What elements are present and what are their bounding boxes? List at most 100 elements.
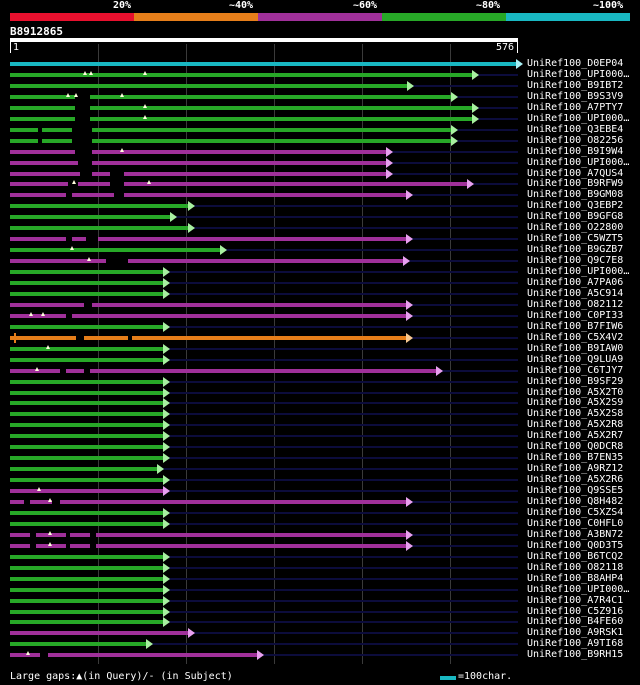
alignment-bar[interactable]: [10, 642, 146, 647]
alignment-bar[interactable]: [10, 127, 451, 132]
alignment-bar[interactable]: [10, 149, 386, 154]
alignment-bar[interactable]: [10, 335, 406, 340]
alignment-bar[interactable]: [10, 346, 163, 351]
alignment-bar[interactable]: [10, 631, 188, 636]
alignment-bar[interactable]: [10, 94, 451, 99]
alignment-bar[interactable]: [10, 226, 188, 231]
hit-row[interactable]: UniRef100_A5C914: [0, 288, 640, 300]
hit-row[interactable]: UniRef100_Q3EBP2: [0, 200, 640, 212]
hit-label[interactable]: UniRef100_A9RSK1: [527, 627, 624, 639]
hit-row[interactable]: UniRef100_A7QUS4: [0, 167, 640, 180]
hit-row[interactable]: UniRef100_B9GZB7: [0, 244, 640, 256]
hit-row[interactable]: UniRef100_A9TI68: [0, 638, 640, 650]
hit-row[interactable]: UniRef100_Q9SSE5: [0, 485, 640, 497]
hit-row[interactable]: UniRef100_B7FIW6: [0, 320, 640, 333]
hit-label[interactable]: UniRef100_A5X2S8: [527, 408, 624, 420]
alignment-bar[interactable]: [10, 653, 257, 658]
alignment-bar[interactable]: [10, 598, 163, 603]
alignment-bar[interactable]: [10, 543, 406, 548]
hit-label[interactable]: UniRef100_B8AHP4: [527, 572, 624, 584]
alignment-bar[interactable]: [10, 313, 406, 318]
alignment-bar[interactable]: [10, 554, 163, 559]
hit-label[interactable]: UniRef100_A7QUS4: [527, 167, 624, 179]
hit-label[interactable]: UniRef100_B9I9W4: [527, 145, 624, 157]
alignment-bar[interactable]: [10, 445, 163, 450]
hit-row[interactable]: UniRef100_A5X2T0: [0, 387, 640, 399]
alignment-bar[interactable]: [10, 368, 436, 373]
hit-label[interactable]: UniRef100_B4FE60: [527, 616, 624, 628]
hit-label[interactable]: UniRef100_UPI000…: [527, 68, 630, 80]
hit-row[interactable]: UniRef100_A9RZ12: [0, 463, 640, 475]
hit-row[interactable]: UniRef100_O82118: [0, 562, 640, 574]
hit-row[interactable]: UniRef100_A5X2R7: [0, 430, 640, 442]
hit-label[interactable]: UniRef100_Q9SSE5: [527, 485, 624, 497]
hit-label[interactable]: UniRef100_UPI000…: [527, 112, 630, 124]
hit-row[interactable]: UniRef100_B9GM08: [0, 189, 640, 201]
alignment-bar[interactable]: [10, 281, 163, 285]
alignment-bar[interactable]: [10, 587, 163, 592]
hit-label[interactable]: UniRef100_B9SF29: [527, 375, 624, 387]
hit-row[interactable]: UniRef100_B9SF29: [0, 375, 640, 388]
hit-label[interactable]: UniRef100_B9GFG8: [527, 211, 624, 223]
hit-row[interactable]: UniRef100_O82112: [0, 299, 640, 311]
hit-row[interactable]: UniRef100_B9S3V9: [0, 91, 640, 103]
hit-row[interactable]: UniRef100_UPI000…: [0, 112, 640, 125]
hit-row[interactable]: UniRef100_O22800: [0, 222, 640, 234]
alignment-bar[interactable]: [10, 215, 170, 220]
alignment-bar[interactable]: [10, 434, 163, 439]
alignment-bar[interactable]: [10, 510, 163, 515]
hit-label[interactable]: UniRef100_UPI000…: [527, 266, 630, 278]
hit-row[interactable]: UniRef100_Q0D3T5: [0, 539, 640, 552]
alignment-bar[interactable]: [10, 357, 163, 362]
alignment-bar[interactable]: [10, 576, 163, 581]
hit-row[interactable]: UniRef100_A7R4C1: [0, 594, 640, 607]
hit-label[interactable]: UniRef100_O22800: [527, 222, 624, 234]
hit-label[interactable]: UniRef100_Q8H482: [527, 496, 624, 507]
hit-row[interactable]: UniRef100_A5X2R6: [0, 474, 640, 486]
hit-row[interactable]: UniRef100_UPI000…: [0, 68, 640, 81]
hit-label[interactable]: UniRef100_D0EP04: [527, 58, 624, 69]
hit-row[interactable]: UniRef100_B9IBT2: [0, 79, 640, 92]
hit-label[interactable]: UniRef100_B9RH15: [527, 649, 624, 661]
alignment-bar[interactable]: [10, 379, 163, 384]
alignment-bar[interactable]: [10, 500, 406, 504]
alignment-bar[interactable]: [10, 116, 472, 121]
hit-label[interactable]: UniRef100_B9IAW0: [527, 342, 624, 354]
hit-label[interactable]: UniRef100_A7R4C1: [527, 594, 624, 606]
hit-label[interactable]: UniRef100_A9TI68: [527, 638, 624, 650]
hit-row[interactable]: UniRef100_UPI000…: [0, 266, 640, 278]
hit-label[interactable]: UniRef100_C5XZS4: [527, 506, 624, 518]
hit-row[interactable]: UniRef100_O82256: [0, 135, 640, 147]
hit-row[interactable]: UniRef100_C0HFL0: [0, 518, 640, 530]
hit-row[interactable]: UniRef100_B8AHP4: [0, 572, 640, 585]
hit-label[interactable]: UniRef100_C6TJY7: [527, 364, 624, 376]
hit-label[interactable]: UniRef100_Q3EBE4: [527, 123, 624, 135]
alignment-bar[interactable]: [10, 390, 163, 395]
hit-label[interactable]: UniRef100_Q0DCR8: [527, 441, 624, 453]
alignment-bar[interactable]: [10, 72, 472, 77]
hit-label[interactable]: UniRef100_C5WZT5: [527, 233, 624, 245]
alignment-bar[interactable]: [10, 456, 163, 461]
hit-label[interactable]: UniRef100_A3BN72: [527, 528, 624, 540]
hit-row[interactable]: UniRef100_C5X4V2: [0, 332, 640, 344]
alignment-bar[interactable]: [10, 182, 467, 187]
hit-row[interactable]: UniRef100_C6TJY7: [0, 364, 640, 377]
hit-label[interactable]: UniRef100_A5X2S9: [527, 397, 624, 409]
hit-row[interactable]: UniRef100_C5WZT5: [0, 233, 640, 245]
alignment-bar[interactable]: [10, 204, 188, 209]
hit-row[interactable]: UniRef100_Q3EBE4: [0, 123, 640, 136]
alignment-bar[interactable]: [10, 248, 220, 253]
alignment-bar[interactable]: [10, 423, 163, 428]
hit-label[interactable]: UniRef100_B7FIW6: [527, 320, 624, 332]
alignment-bar[interactable]: [10, 467, 157, 472]
hit-row[interactable]: UniRef100_A5X2S9: [0, 397, 640, 409]
alignment-bar[interactable]: [10, 259, 403, 264]
hit-row[interactable]: UniRef100_A9RSK1: [0, 627, 640, 639]
hit-label[interactable]: UniRef100_C0PI33: [527, 309, 624, 321]
hit-row[interactable]: UniRef100_B9RFW9: [0, 178, 640, 190]
hit-label[interactable]: UniRef100_Q0D3T5: [527, 539, 624, 551]
hit-row[interactable]: UniRef100_C5XZS4: [0, 506, 640, 519]
hit-label[interactable]: UniRef100_Q9C7E8: [527, 255, 624, 267]
hit-label[interactable]: UniRef100_B9IBT2: [527, 79, 624, 91]
hit-row[interactable]: UniRef100_B7EN35: [0, 452, 640, 464]
